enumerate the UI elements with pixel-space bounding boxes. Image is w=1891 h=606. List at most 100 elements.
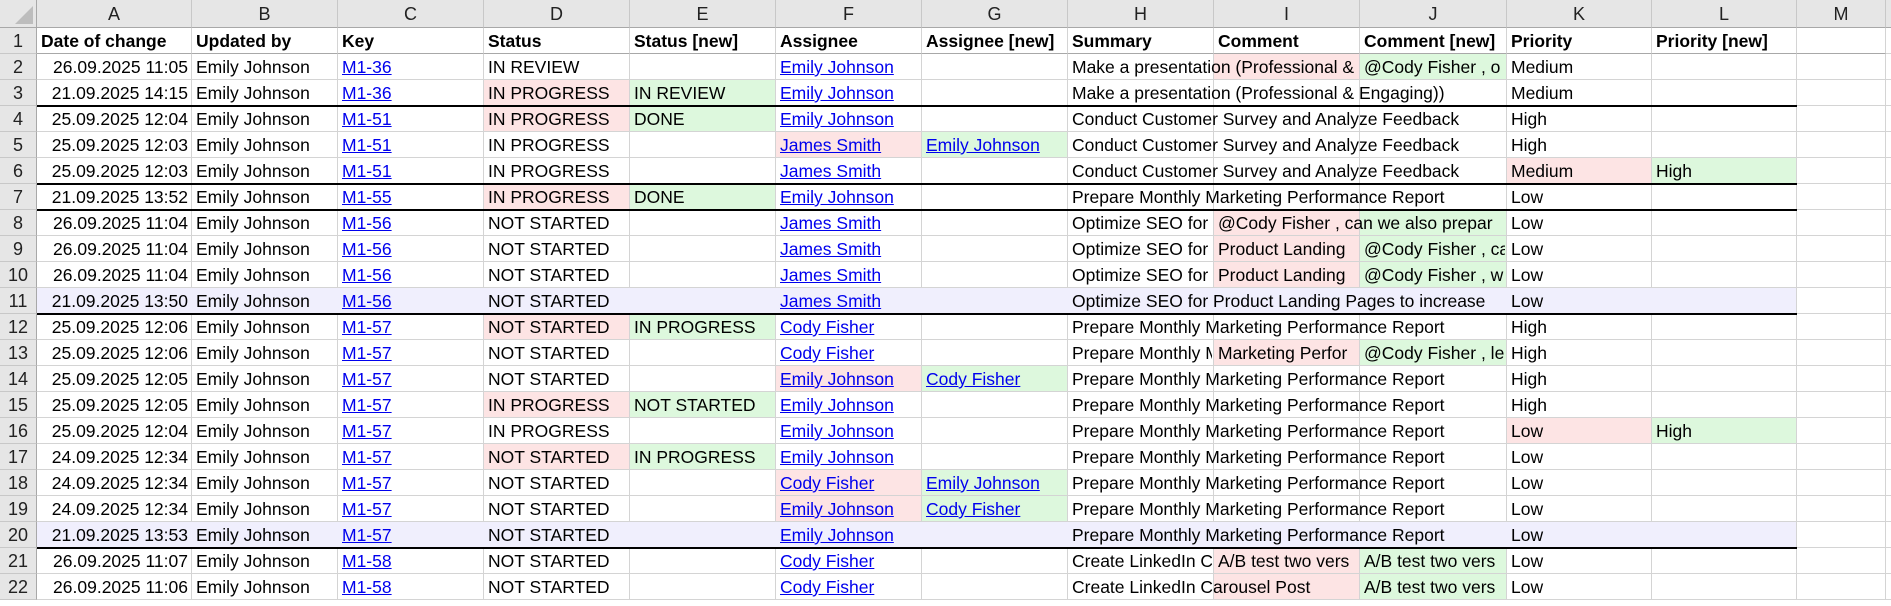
cell-a9[interactable] [37, 236, 192, 262]
cell-d9[interactable] [484, 236, 630, 262]
cell-h5[interactable] [1068, 132, 1214, 158]
issue-key-link[interactable]: M1-57 [342, 369, 392, 389]
cell-m11[interactable] [1797, 288, 1886, 314]
cell-a10[interactable] [37, 262, 192, 288]
assignee-link[interactable]: Emily Johnson [926, 473, 1040, 493]
cell-b4[interactable] [192, 106, 338, 132]
cell-a15[interactable] [37, 392, 192, 418]
issue-key-link[interactable]: M1-57 [342, 317, 392, 337]
cell-h8[interactable] [1068, 210, 1214, 236]
cell-d17[interactable] [484, 444, 630, 470]
cell-c16[interactable] [338, 418, 484, 444]
cell-e17[interactable] [630, 444, 776, 470]
row-header-19[interactable]: 19 [0, 496, 37, 522]
cell-i11[interactable] [1214, 288, 1360, 314]
column-header-d[interactable]: D [484, 0, 630, 28]
column-header-c[interactable]: C [338, 0, 484, 28]
cell-e10[interactable] [630, 262, 776, 288]
assignee-link[interactable]: Emily Johnson [780, 421, 894, 441]
cell-e5[interactable] [630, 132, 776, 158]
cell-d8[interactable] [484, 210, 630, 236]
assignee-link[interactable]: Emily Johnson [780, 369, 894, 389]
cell-e9[interactable] [630, 236, 776, 262]
assignee-link[interactable]: James Smith [780, 291, 882, 311]
cell-m19[interactable] [1797, 496, 1886, 522]
cell-e12[interactable] [630, 314, 776, 340]
cell-g21[interactable] [922, 548, 1068, 574]
issue-key-link[interactable]: M1-57 [342, 473, 392, 493]
cell-g16[interactable] [922, 418, 1068, 444]
cell-l2[interactable] [1652, 54, 1797, 80]
issue-key-link[interactable]: M1-57 [342, 525, 392, 545]
cell-c8[interactable] [338, 210, 484, 236]
cell-f13[interactable] [776, 340, 922, 366]
cell-h13[interactable] [1068, 340, 1214, 366]
cell-c2[interactable] [338, 54, 484, 80]
cell-b8[interactable] [192, 210, 338, 236]
cell-h10[interactable] [1068, 262, 1214, 288]
column-header-k[interactable]: K [1507, 0, 1652, 28]
cell-d3[interactable] [484, 80, 630, 106]
column-header-i[interactable]: I [1214, 0, 1360, 28]
assignee-link[interactable]: Emily Johnson [780, 395, 894, 415]
cell-c21[interactable] [338, 548, 484, 574]
cell-l14[interactable] [1652, 366, 1797, 392]
cell-d10[interactable] [484, 262, 630, 288]
row-header-1[interactable]: 1 [0, 28, 37, 54]
cell-k8[interactable] [1507, 210, 1652, 236]
cell-j21[interactable] [1360, 548, 1507, 574]
cell-b5[interactable] [192, 132, 338, 158]
assignee-link[interactable]: Emily Johnson [926, 135, 1040, 155]
cell-i22[interactable] [1214, 574, 1360, 600]
issue-key-link[interactable]: M1-56 [342, 213, 392, 233]
cell-i19[interactable] [1214, 496, 1360, 522]
row-header-11[interactable]: 11 [0, 288, 37, 314]
assignee-link[interactable]: James Smith [780, 265, 882, 285]
cell-m8[interactable] [1797, 210, 1886, 236]
cell-j12[interactable] [1360, 314, 1507, 340]
cell-a13[interactable] [37, 340, 192, 366]
cell-k5[interactable] [1507, 132, 1652, 158]
cell-k17[interactable] [1507, 444, 1652, 470]
assignee-link[interactable]: James Smith [780, 239, 882, 259]
cell-l11[interactable] [1652, 288, 1797, 314]
cell-c5[interactable] [338, 132, 484, 158]
cell-i17[interactable] [1214, 444, 1360, 470]
cell-i10[interactable] [1214, 262, 1360, 288]
cell-d7[interactable] [484, 184, 630, 210]
cell-c4[interactable] [338, 106, 484, 132]
cell-f4[interactable] [776, 106, 922, 132]
cell-j19[interactable] [1360, 496, 1507, 522]
cell-j14[interactable] [1360, 366, 1507, 392]
cell-b17[interactable] [192, 444, 338, 470]
cell-h12[interactable] [1068, 314, 1214, 340]
cell-b15[interactable] [192, 392, 338, 418]
cell-g4[interactable] [922, 106, 1068, 132]
cell-m21[interactable] [1797, 548, 1886, 574]
cell-m15[interactable] [1797, 392, 1886, 418]
cell-h19[interactable] [1068, 496, 1214, 522]
cell-i5[interactable] [1214, 132, 1360, 158]
cell-i15[interactable] [1214, 392, 1360, 418]
cell-d4[interactable] [484, 106, 630, 132]
cell-c12[interactable] [338, 314, 484, 340]
cell-f16[interactable] [776, 418, 922, 444]
cell-m20[interactable] [1797, 522, 1886, 548]
cell-d19[interactable] [484, 496, 630, 522]
cell-k11[interactable] [1507, 288, 1652, 314]
cell-l16[interactable] [1652, 418, 1797, 444]
assignee-link[interactable]: Cody Fisher [780, 343, 875, 363]
cell-a1[interactable] [37, 28, 192, 54]
cell-k21[interactable] [1507, 548, 1652, 574]
cell-i14[interactable] [1214, 366, 1360, 392]
cell-k13[interactable] [1507, 340, 1652, 366]
cell-a8[interactable] [37, 210, 192, 236]
issue-key-link[interactable]: M1-57 [342, 395, 392, 415]
cell-j17[interactable] [1360, 444, 1507, 470]
cell-h15[interactable] [1068, 392, 1214, 418]
cell-f21[interactable] [776, 548, 922, 574]
cell-a16[interactable] [37, 418, 192, 444]
cell-c19[interactable] [338, 496, 484, 522]
cell-c22[interactable] [338, 574, 484, 600]
select-all-button[interactable] [0, 0, 37, 28]
